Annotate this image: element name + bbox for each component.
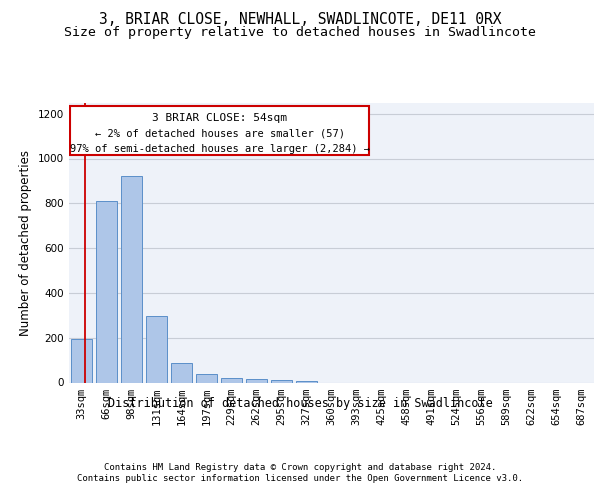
- FancyBboxPatch shape: [70, 106, 369, 155]
- Text: Contains HM Land Registry data © Crown copyright and database right 2024.: Contains HM Land Registry data © Crown c…: [104, 462, 496, 471]
- Y-axis label: Number of detached properties: Number of detached properties: [19, 150, 32, 336]
- Text: 3, BRIAR CLOSE, NEWHALL, SWADLINCOTE, DE11 0RX: 3, BRIAR CLOSE, NEWHALL, SWADLINCOTE, DE…: [99, 12, 501, 28]
- Bar: [246, 379, 267, 382]
- Bar: [96, 201, 117, 382]
- Bar: [221, 378, 242, 382]
- Bar: [196, 374, 217, 382]
- Text: Contains public sector information licensed under the Open Government Licence v3: Contains public sector information licen…: [77, 474, 523, 483]
- Text: 3 BRIAR CLOSE: 54sqm: 3 BRIAR CLOSE: 54sqm: [152, 113, 287, 123]
- Text: 97% of semi-detached houses are larger (2,284) →: 97% of semi-detached houses are larger (…: [70, 144, 370, 154]
- Bar: [271, 380, 292, 382]
- Bar: [71, 339, 92, 382]
- Bar: [171, 363, 192, 382]
- Text: Distribution of detached houses by size in Swadlincote: Distribution of detached houses by size …: [107, 398, 493, 410]
- Text: ← 2% of detached houses are smaller (57): ← 2% of detached houses are smaller (57): [95, 128, 344, 138]
- Bar: [121, 176, 142, 382]
- Bar: [146, 316, 167, 382]
- Text: Size of property relative to detached houses in Swadlincote: Size of property relative to detached ho…: [64, 26, 536, 39]
